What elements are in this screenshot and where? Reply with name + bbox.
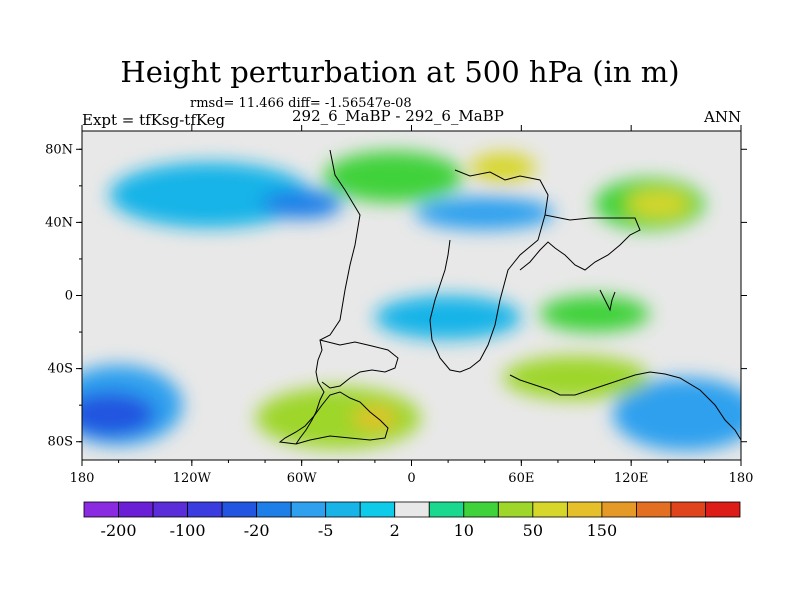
field-region-tropical-east-positive bbox=[539, 295, 650, 333]
perturbation-field bbox=[82, 151, 741, 451]
coastline-south-america-south bbox=[319, 339, 399, 389]
colorbar-swatch bbox=[118, 501, 154, 518]
colorbar-label: 2 bbox=[390, 521, 400, 540]
lat-tick-label: 0 bbox=[65, 289, 73, 304]
map-plot-area bbox=[82, 131, 741, 460]
colorbar-label: -20 bbox=[244, 521, 270, 540]
colorbar-swatch bbox=[187, 501, 223, 518]
colorbar-swatch bbox=[463, 501, 499, 518]
field-region-southern-pacific-core bbox=[82, 392, 156, 437]
colorbar: -200 -100 -20 -5 2 10 50 150 bbox=[83, 501, 741, 540]
field-region-north-america-core bbox=[261, 189, 342, 219]
coastlines bbox=[278, 149, 741, 445]
lon-tick-label: 60W bbox=[287, 471, 318, 486]
field-region-southern-atlantic-core bbox=[352, 406, 397, 429]
field-region-eurasia-negative bbox=[415, 196, 555, 230]
chart-title: Height perturbation at 500 hPa (in m) bbox=[120, 55, 680, 89]
field-region-southern-indian-negative bbox=[612, 377, 741, 451]
field-region-tropical-east-negative bbox=[374, 295, 522, 340]
stats-label: rmsd= 11.466 diff= -1.56547e-08 bbox=[190, 96, 412, 111]
colorbar-swatch bbox=[636, 501, 672, 518]
map-axes: 80N 40N 0 40S 80S 180 120W 60W 0 60E 120E 180 bbox=[45, 125, 753, 486]
field-region-north-atlantic-core bbox=[470, 152, 536, 183]
coastline-southeast-asia bbox=[599, 289, 616, 312]
colorbar-swatch bbox=[256, 501, 292, 518]
lon-tick-label: 180 bbox=[70, 471, 95, 486]
colorbar-swatch bbox=[497, 501, 534, 518]
colorbar-label: 10 bbox=[454, 521, 474, 540]
colorbar-label: -100 bbox=[170, 521, 206, 540]
coastline-australia bbox=[509, 371, 741, 441]
colorbar-swatch bbox=[532, 501, 568, 518]
colorbar-swatch bbox=[221, 501, 258, 518]
colorbar-swatch bbox=[566, 501, 603, 518]
colorbar-label: -5 bbox=[318, 521, 334, 540]
colorbar-swatch bbox=[601, 501, 637, 518]
colorbar-swatch bbox=[290, 501, 327, 518]
colorbar-swatch bbox=[152, 501, 188, 518]
lon-tick-label: 180 bbox=[729, 471, 754, 486]
field-region-southern-atlantic-positive bbox=[255, 386, 421, 450]
coastline-antarctica bbox=[278, 391, 389, 445]
field-region-north-america-negative bbox=[109, 162, 311, 228]
season-label: ANN bbox=[704, 108, 742, 126]
colorbar-swatch bbox=[325, 501, 361, 518]
field-region-north-atlantic-positive bbox=[323, 151, 463, 203]
colorbar-swatch bbox=[83, 501, 119, 518]
colorbar-swatch bbox=[359, 501, 396, 518]
lon-tick-label: 120W bbox=[173, 471, 212, 486]
case-label: 292_6_MaBP - 292_6_MaBP bbox=[292, 107, 504, 125]
colorbar-swatch bbox=[705, 501, 741, 518]
lon-tick-label: 0 bbox=[407, 471, 415, 486]
colorbar-swatch bbox=[428, 501, 465, 518]
lon-tick-label: 120E bbox=[614, 471, 648, 486]
colorbar-label: 150 bbox=[587, 521, 618, 540]
lat-tick-label: 80S bbox=[48, 435, 73, 450]
colorbar-label: 50 bbox=[523, 521, 543, 540]
experiment-label: Expt = tfKsg-tfKeg bbox=[82, 111, 226, 129]
colorbar-label: -200 bbox=[101, 521, 137, 540]
lat-tick-label: 40S bbox=[48, 362, 73, 377]
colorbar-swatch bbox=[670, 501, 706, 518]
field-region-southern-indian-positive bbox=[503, 355, 650, 400]
field-region-north-pacific-core bbox=[625, 189, 692, 219]
lon-tick-label: 60E bbox=[508, 471, 534, 486]
colorbar-swatch bbox=[394, 501, 430, 518]
coastline-africa-europe bbox=[429, 169, 549, 373]
coastline-eurasia bbox=[519, 214, 641, 271]
lat-tick-label: 80N bbox=[45, 142, 73, 157]
lat-tick-label: 40N bbox=[45, 215, 73, 230]
